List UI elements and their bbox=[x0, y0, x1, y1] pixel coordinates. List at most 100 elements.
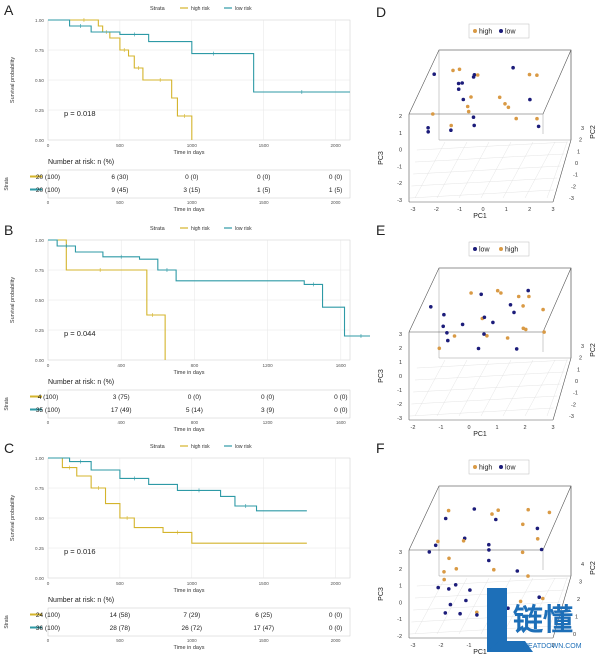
legend-item: high risk bbox=[191, 444, 210, 450]
pca-point-high bbox=[475, 610, 479, 615]
risk-cell: 17 (47) bbox=[253, 625, 274, 632]
legend-title: Strata bbox=[150, 6, 166, 12]
risk-x-tick: 400 bbox=[118, 420, 126, 425]
panel-letter-c: C bbox=[4, 440, 15, 456]
pca-box-edge bbox=[552, 575, 572, 639]
pca-legend-label: high bbox=[479, 29, 492, 36]
y-tick-label: 0.25 bbox=[35, 108, 44, 113]
km-curve-low bbox=[48, 19, 350, 93]
pca-floor-grid bbox=[411, 177, 558, 187]
pca-point-low bbox=[456, 81, 461, 86]
pca-legend-dot-low bbox=[473, 247, 477, 251]
y-axis-label: Survival probability bbox=[10, 495, 16, 541]
pca-x-tick: 0 bbox=[481, 207, 484, 213]
risk-cell: 0 (0) bbox=[185, 174, 198, 181]
pca-legend-dot-high bbox=[473, 29, 477, 33]
pca-point-high bbox=[524, 327, 528, 332]
pca-point-high bbox=[437, 346, 442, 351]
pca-z-tick: -2 bbox=[571, 184, 576, 190]
pca-point-high bbox=[516, 294, 521, 299]
pca-point-low bbox=[436, 585, 440, 590]
pca-point-low bbox=[471, 115, 476, 119]
pca-point-low bbox=[429, 305, 433, 309]
pca-point-low bbox=[494, 517, 498, 522]
pca-point-low bbox=[464, 598, 468, 603]
pca-point-low bbox=[472, 507, 477, 511]
pca-y-tick: -3 bbox=[397, 416, 402, 422]
neatdown-watermark: 链懂 NEATDOWN.COM bbox=[487, 586, 600, 655]
pca-floor-grid bbox=[414, 371, 565, 381]
pca-floor-grid bbox=[524, 359, 556, 417]
pca-point-low bbox=[475, 613, 479, 617]
risk-cell: 17 (49) bbox=[111, 407, 132, 414]
panel-letter-a: A bbox=[4, 2, 14, 18]
panel-letter-d: D bbox=[376, 4, 387, 20]
pca-floor-grid bbox=[436, 577, 468, 635]
risk-x-tick: 0 bbox=[47, 200, 50, 205]
pca-point-high bbox=[492, 567, 496, 572]
pca-legend-label: high bbox=[505, 247, 518, 254]
pca-x-tick: -2 bbox=[439, 643, 444, 649]
pca-x-tick: -3 bbox=[411, 207, 416, 213]
pca-floor-grid bbox=[546, 141, 568, 199]
risk-x-label: Time in days bbox=[174, 427, 205, 433]
pca-box-edge bbox=[552, 357, 572, 421]
pca-point-low bbox=[537, 595, 541, 599]
pca-floor-grid bbox=[413, 165, 561, 175]
pca-x-tick: 3 bbox=[551, 207, 554, 213]
pca-z-tick: 2 bbox=[577, 597, 580, 603]
pca-y-tick: 2 bbox=[399, 567, 402, 573]
risk-cell: 14 (58) bbox=[110, 612, 131, 619]
pca-legend-dot-high bbox=[473, 465, 477, 469]
y-tick-label: 1.00 bbox=[35, 18, 44, 23]
pca-y-tick: 1 bbox=[399, 584, 402, 590]
pca-point-low bbox=[535, 526, 540, 531]
pca-point-low bbox=[511, 65, 515, 70]
pca-floor-grid bbox=[409, 189, 554, 199]
risk-cell: 24 (100) bbox=[36, 612, 60, 619]
pca-floor-grid bbox=[458, 577, 490, 635]
pca-point-high bbox=[506, 105, 511, 110]
risk-x-tick: 0 bbox=[47, 420, 50, 425]
pca-z-tick: -3 bbox=[569, 196, 574, 202]
pca-point-high bbox=[503, 102, 507, 106]
pca-y-tick: -2 bbox=[397, 181, 402, 187]
km-chart-svg: Strata high risk low risk 1.00 0.75 0.50 0.25 0… bbox=[4, 226, 370, 433]
pca-z-tick: -1 bbox=[573, 173, 578, 179]
pca-point-low bbox=[479, 292, 483, 297]
pca-z-tick: 3 bbox=[581, 344, 584, 350]
pca-x-tick: -1 bbox=[439, 425, 444, 431]
risk-table-title: Number at risk: n (%) bbox=[48, 597, 114, 604]
pca-floor-grid bbox=[416, 577, 569, 587]
pca-y-tick: -2 bbox=[397, 402, 402, 408]
pca-point-high bbox=[535, 116, 539, 121]
pca-point-high bbox=[431, 112, 435, 116]
pca-point-high bbox=[542, 330, 546, 334]
risk-cell: 4 (100) bbox=[38, 394, 59, 401]
risk-cell: 36 (100) bbox=[36, 625, 60, 632]
pca-point-low bbox=[456, 87, 461, 91]
x-tick-label: 1000 bbox=[187, 581, 198, 586]
risk-cell: 35 (100) bbox=[36, 407, 60, 414]
pca-y-tick: 2 bbox=[399, 114, 402, 120]
pca-y-tick: 2 bbox=[399, 346, 402, 352]
risk-x-tick: 500 bbox=[116, 200, 124, 205]
pca-point-low bbox=[528, 97, 532, 102]
risk-cell: 6 (30) bbox=[111, 174, 128, 181]
x-tick-label: 1200 bbox=[263, 363, 274, 368]
pca-point-low bbox=[426, 130, 430, 134]
pca-point-low bbox=[512, 310, 516, 315]
pca-point-low bbox=[461, 97, 466, 102]
x-tick-label: 800 bbox=[191, 363, 199, 368]
pca-point-low bbox=[491, 320, 495, 325]
x-tick-label: 1600 bbox=[336, 363, 347, 368]
pca-point-high bbox=[527, 294, 531, 299]
pca-y-tick: -1 bbox=[397, 164, 402, 170]
risk-cell: 0 (0) bbox=[257, 174, 270, 181]
pca-y-tick: -1 bbox=[397, 388, 402, 394]
pca-point-low bbox=[443, 611, 448, 615]
pca-point-high bbox=[527, 72, 532, 77]
pca-z-tick: -2 bbox=[571, 402, 576, 408]
pca-point-low bbox=[448, 602, 453, 607]
km-curve-low bbox=[48, 457, 307, 512]
